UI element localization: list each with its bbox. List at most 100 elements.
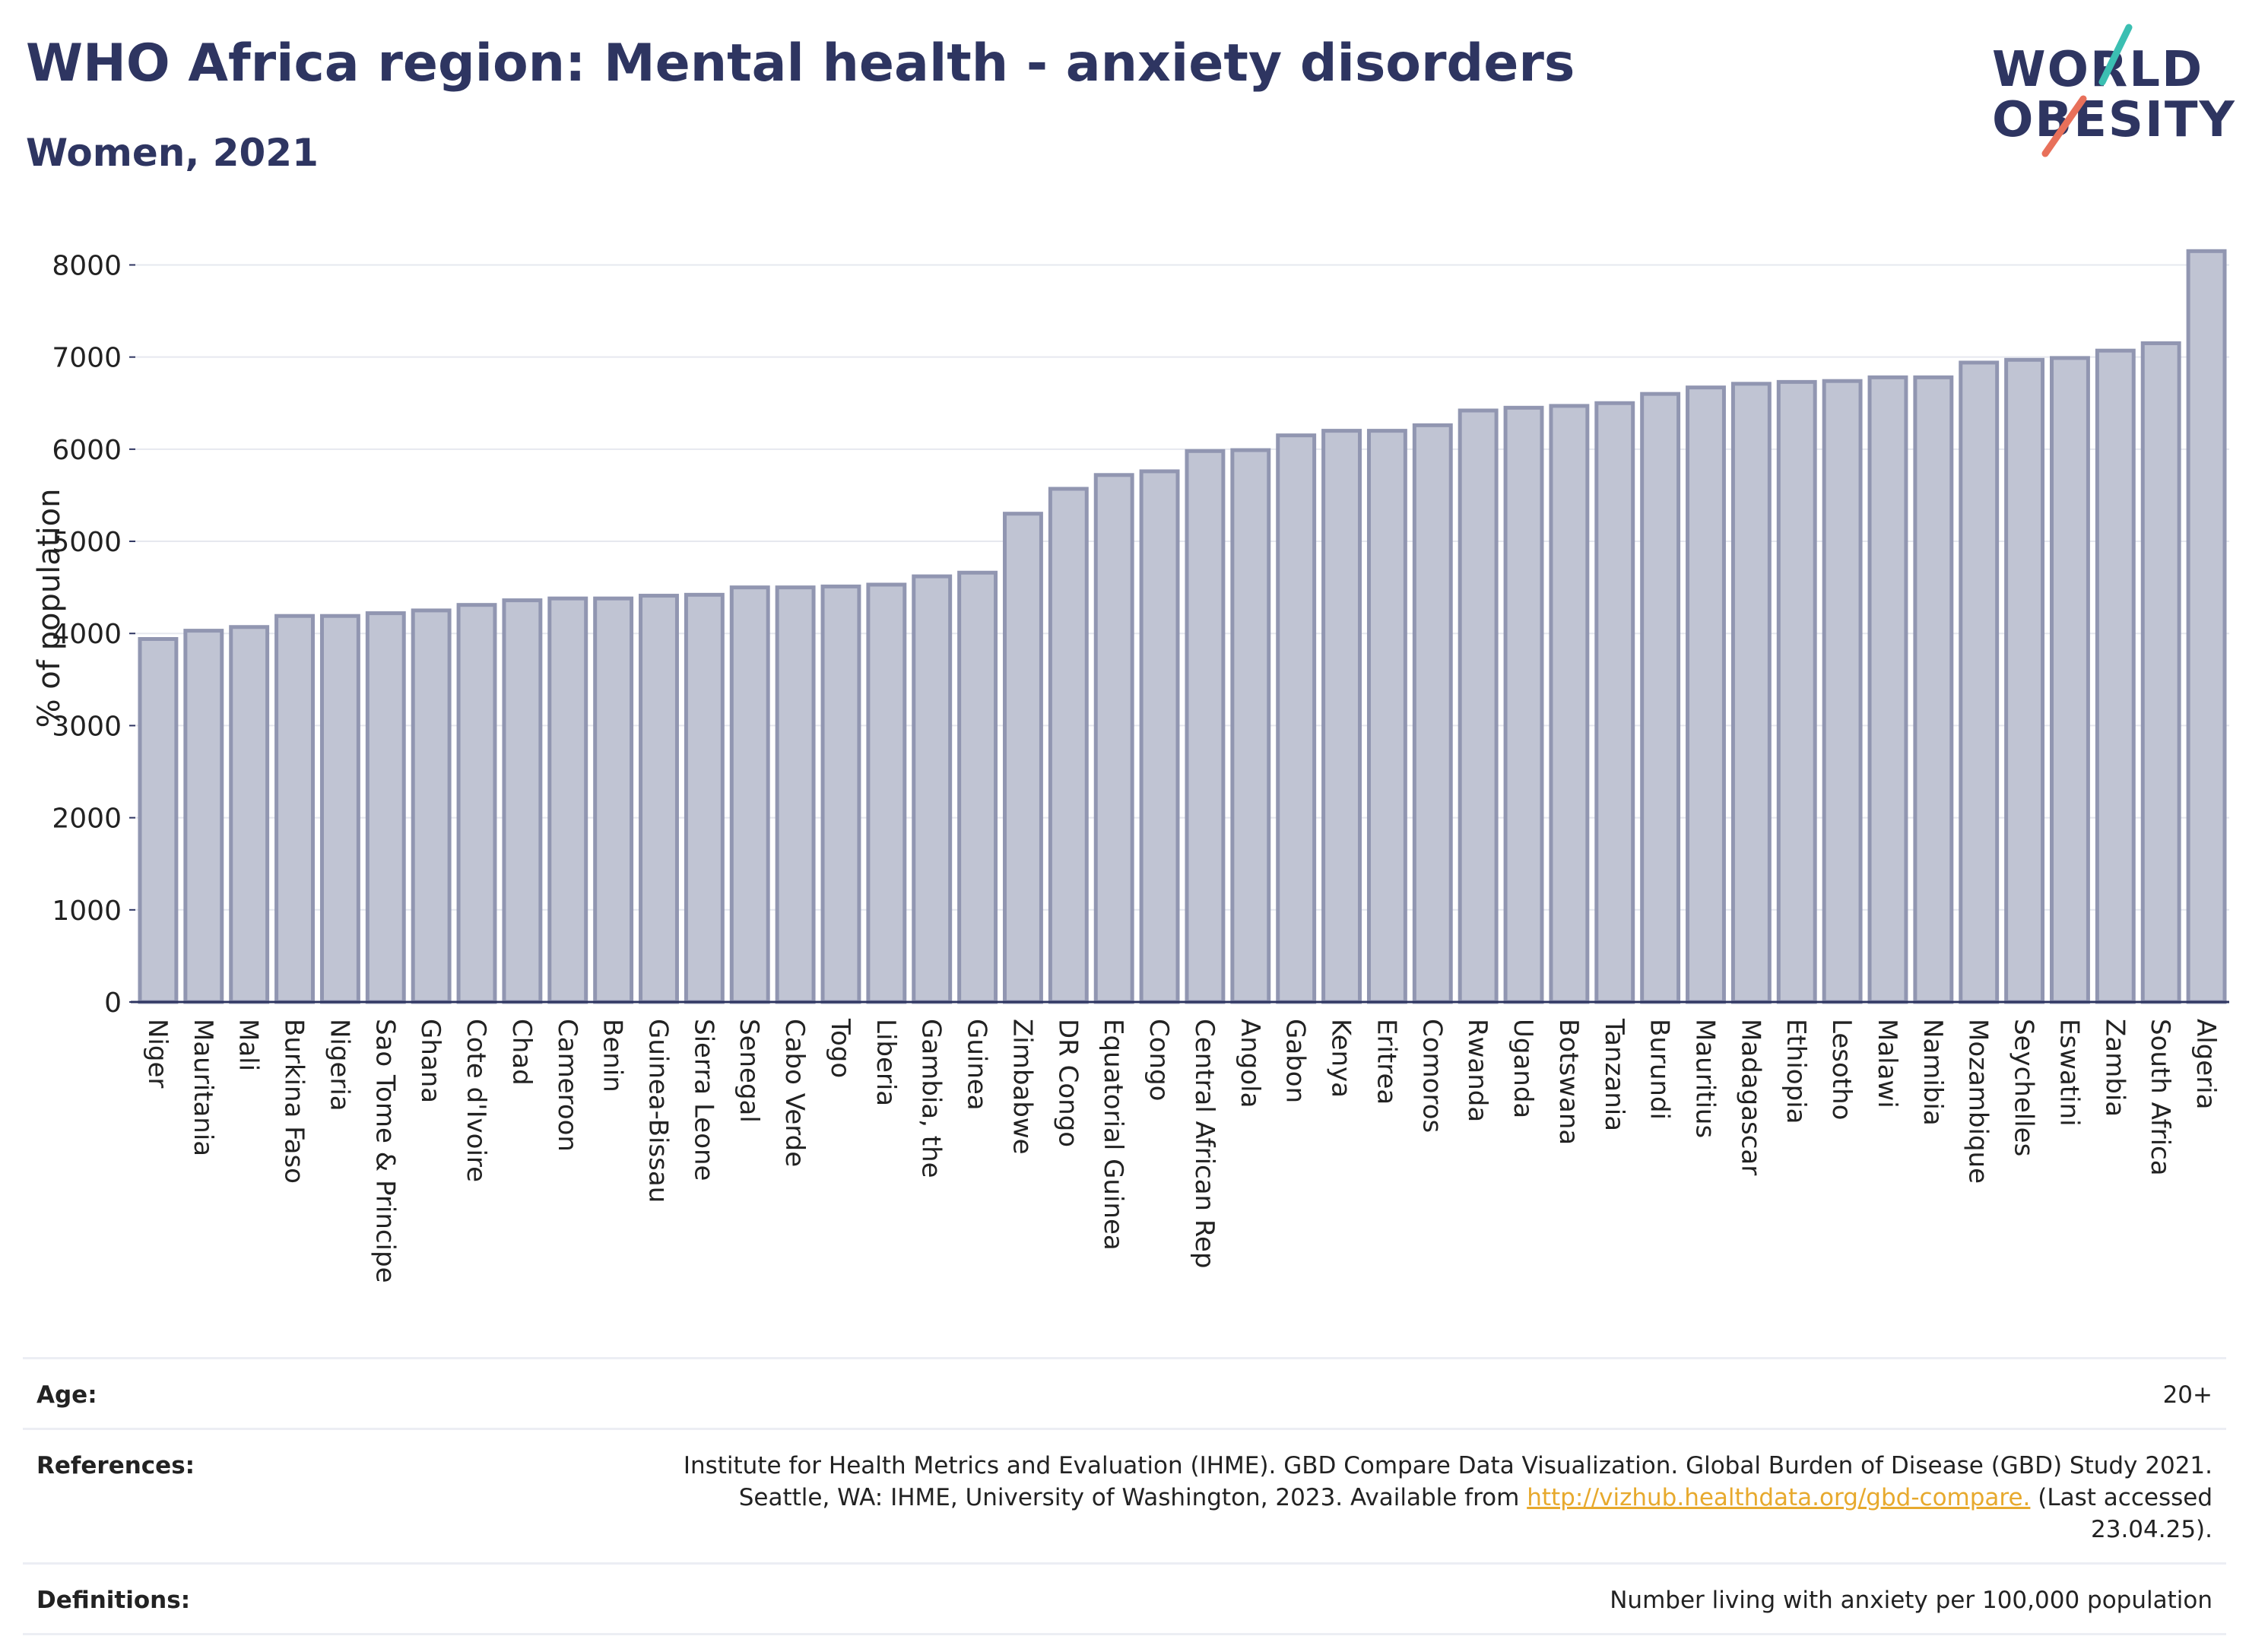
x-tick-label: Nigeria: [324, 1019, 354, 1111]
bar-namibia: [1913, 375, 1954, 1004]
x-tick-label: Tanzania: [1599, 1018, 1629, 1131]
y-axis-label: % of population: [32, 489, 67, 728]
bar-eritrea: [1366, 429, 1407, 1004]
bar-lesotho: [1822, 379, 1863, 1004]
bar-zambia: [2095, 348, 2136, 1004]
references-value: Institute for Health Metrics and Evaluat…: [684, 1450, 2213, 1546]
age-label: Age:: [36, 1381, 97, 1409]
bar-gambia-the: [912, 574, 953, 1004]
x-tick-label: Comoros: [1416, 1019, 1447, 1133]
x-tick-label: Ghana: [415, 1019, 446, 1103]
x-tick-label: Zambia: [2099, 1019, 2130, 1117]
bar-central-african-rep: [1185, 449, 1226, 1004]
x-tick-label: Guinea-Bissau: [643, 1019, 674, 1203]
bar-malawi: [1867, 375, 1908, 1004]
definitions-value: Number living with anxiety per 100,000 p…: [1610, 1587, 2213, 1614]
bar-ethiopia: [1776, 379, 1817, 1004]
x-tick-label: Kenya: [1326, 1019, 1356, 1098]
bar-kenya: [1321, 429, 1362, 1004]
reference-text-3: (Last accessed: [2038, 1484, 2213, 1511]
x-tick-label: Senegal: [734, 1019, 764, 1123]
bar-ghana: [411, 608, 452, 1004]
x-tick-label: Mali: [233, 1019, 264, 1071]
bar-botswana: [1549, 404, 1590, 1004]
x-tick-label: DR Congo: [1052, 1019, 1083, 1147]
bar-chart: 0 1000 2000 3000 4000 5000 6000 7000 8000 Niger Ma…: [32, 249, 2229, 1283]
x-tick-label: Togo: [825, 1018, 855, 1078]
x-tick-label: Rwanda: [1462, 1019, 1492, 1122]
page-subtitle: Women, 2021: [26, 131, 319, 175]
bar-sao-tome-principe: [365, 611, 406, 1004]
bar-mozambique: [1959, 360, 2000, 1004]
x-tick-label: Gambia, the: [916, 1019, 947, 1178]
reference-text-4: 23.04.25).: [2091, 1516, 2213, 1543]
reference-link[interactable]: http://vizhub.healthdata.org/gbd-compare…: [1527, 1484, 2031, 1511]
info-row-definitions: Definitions: Number living with anxiety …: [23, 1562, 2226, 1635]
x-tick-label: Botswana: [1553, 1019, 1584, 1145]
bar-rwanda: [1458, 408, 1499, 1004]
x-tick-label: Niger: [142, 1019, 173, 1088]
bar-cameroon: [547, 596, 588, 1004]
x-tick-label: Zimbabwe: [1007, 1019, 1037, 1155]
definitions-label: Definitions:: [36, 1587, 191, 1614]
page-title: WHO Africa region: Mental health - anxie…: [26, 33, 1575, 94]
y-tick-label: 3000: [52, 711, 122, 742]
x-tick-label: Cameroon: [552, 1019, 582, 1152]
bar-equatorial-guinea: [1093, 473, 1134, 1004]
bar-madagascar: [1730, 382, 1772, 1004]
x-tick-label: Chad: [506, 1019, 537, 1086]
bar-benin: [593, 596, 634, 1004]
x-tick-label: Namibia: [1918, 1019, 1948, 1126]
x-tick-label: Seychelles: [2009, 1019, 2039, 1156]
x-tick-label: Mauritania: [188, 1019, 218, 1156]
bar-cabo-verde: [775, 585, 816, 1004]
x-tick-label: Mauritius: [1690, 1019, 1721, 1138]
world-obesity-logo: WORLD OBESITY: [1977, 23, 2235, 160]
bar-burundi: [1640, 392, 1681, 1004]
references-label: References:: [36, 1452, 195, 1479]
x-tick-label: Angola: [1235, 1019, 1265, 1108]
bar-zimbabwe: [1003, 512, 1043, 1004]
bar-south-africa: [2140, 341, 2181, 1004]
x-tick-label: Eswatini: [2054, 1019, 2084, 1127]
x-tick-label: Equatorial Guinea: [1098, 1019, 1128, 1251]
bar-comoros: [1412, 423, 1453, 1004]
bar-angola: [1230, 448, 1271, 1004]
y-tick-label: 6000: [52, 435, 122, 466]
x-tick-label: Madagascar: [1735, 1019, 1765, 1175]
bar-uganda: [1503, 405, 1544, 1004]
x-tick-label: Burkina Faso: [279, 1019, 309, 1184]
x-tick-label: Cabo Verde: [779, 1019, 810, 1167]
y-tick-label: 5000: [52, 527, 122, 558]
bar-tanzania: [1594, 401, 1635, 1004]
reference-text-1: Institute for Health Metrics and Evaluat…: [683, 1452, 2213, 1479]
bar-sierra-leone: [684, 592, 725, 1004]
bar-cote-d-ivoire: [456, 603, 497, 1004]
logo-line2: OBESITY: [1992, 92, 2236, 148]
y-tick-label: 8000: [52, 250, 122, 281]
y-tick-label: 2000: [52, 804, 122, 835]
bar-eswatini: [2050, 356, 2090, 1004]
y-tick-label: 7000: [52, 343, 122, 374]
x-tick-label: South Africa: [2145, 1019, 2175, 1176]
bar-liberia: [866, 582, 907, 1004]
y-tick-label: 1000: [52, 896, 122, 927]
bar-burkina-faso: [274, 614, 315, 1004]
info-row-references: References: Institute for Health Metrics…: [23, 1428, 2226, 1562]
x-tick-label: Lesotho: [1826, 1019, 1857, 1120]
bar-mauritius: [1686, 385, 1726, 1004]
info-row-age: Age: 20+: [23, 1357, 2226, 1428]
y-tick-label: 4000: [52, 619, 122, 650]
logo-line1: WORLD: [1992, 42, 2204, 98]
bar-nigeria: [319, 614, 360, 1004]
x-tick-label: Ethiopia: [1781, 1019, 1811, 1124]
x-tick-label: Cote d'Ivoire: [461, 1019, 491, 1182]
x-tick-label: Gabon: [1280, 1019, 1311, 1103]
x-tick-label: Burundi: [1645, 1019, 1675, 1120]
x-tick-label: Eritrea: [1371, 1019, 1401, 1105]
x-tick-label: Uganda: [1508, 1019, 1538, 1118]
bar-algeria: [2186, 249, 2227, 1004]
x-tick-label: Sao Tome & Principe: [370, 1019, 400, 1283]
x-tick-label: Benin: [598, 1019, 628, 1092]
bar-chad: [502, 598, 543, 1004]
